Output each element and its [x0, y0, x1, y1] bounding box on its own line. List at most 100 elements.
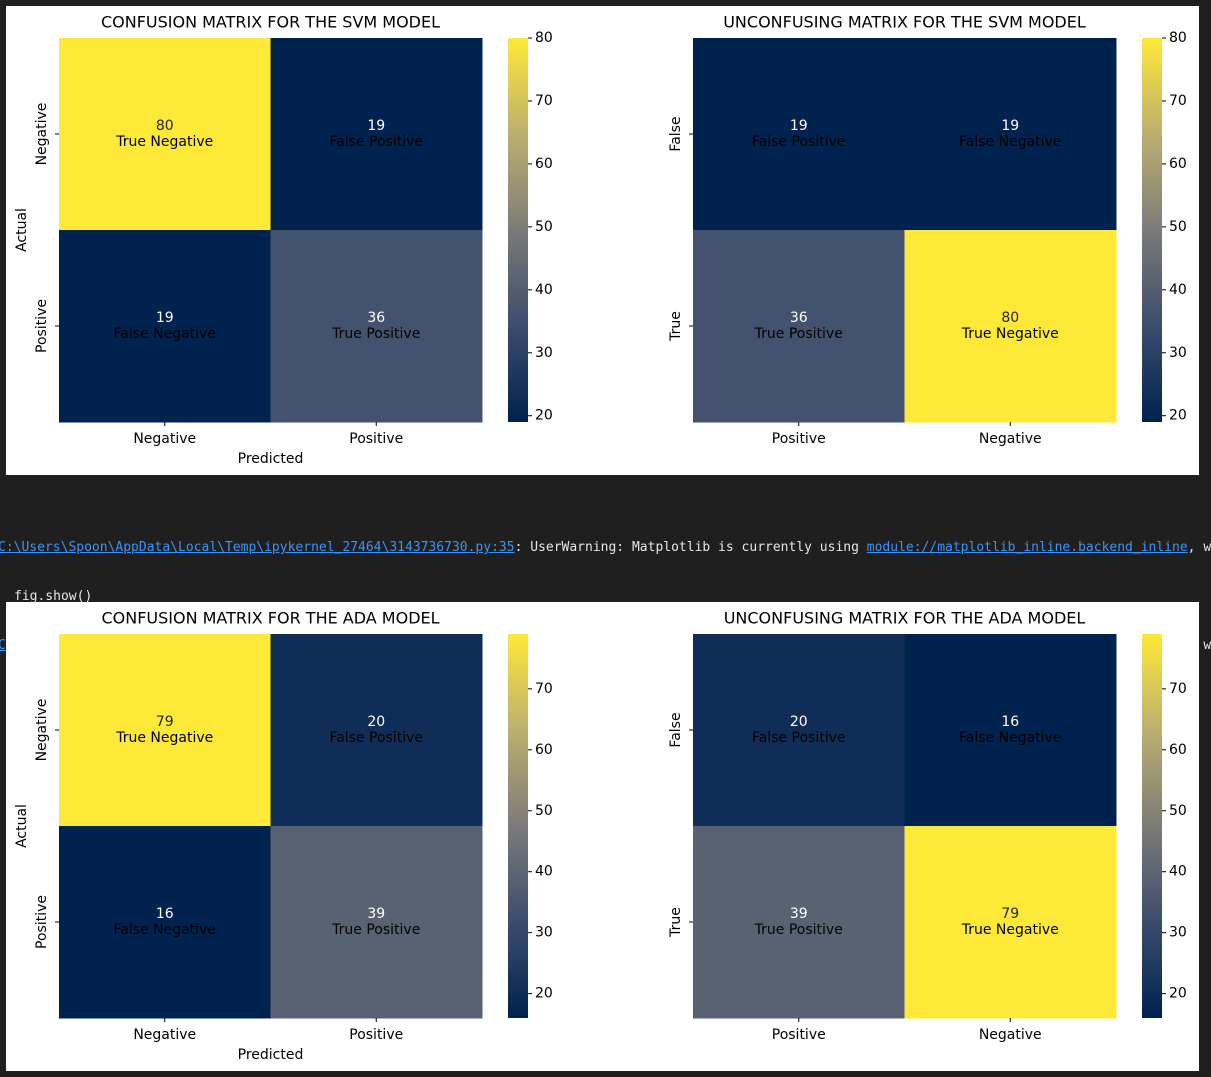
colorbar-tick-label: 30	[535, 925, 553, 941]
heatmap-cell	[270, 38, 483, 231]
cell-value: 79	[1001, 906, 1019, 922]
cell-annotation: True Positive	[331, 326, 420, 342]
cell-annotation: True Positive	[754, 922, 843, 938]
heatmap-cell	[693, 230, 905, 423]
heatmap-cell	[59, 634, 271, 827]
colorbar-tick-label: 50	[1169, 803, 1187, 819]
cell-annotation: True Negative	[961, 922, 1059, 938]
heatmap-cell	[59, 230, 271, 423]
chart-title: UNCONFUSING MATRIX FOR THE SVM MODEL	[723, 13, 1086, 32]
y-tick-label: True	[668, 907, 684, 938]
heatmap-cell	[693, 634, 905, 827]
y-tick-label: Negative	[34, 103, 50, 166]
cell-annotation: False Positive	[329, 134, 423, 150]
x-axis-label: Predicted	[238, 1047, 304, 1063]
colorbar-tick-label: 70	[535, 93, 553, 109]
colorbar-tick-label: 30	[1169, 925, 1187, 941]
colorbar-tick-label: 60	[535, 156, 553, 172]
x-tick-label: Negative	[979, 1027, 1042, 1043]
y-tick-label: Positive	[34, 895, 50, 949]
colorbar	[508, 634, 528, 1018]
x-tick-label: Negative	[133, 1027, 196, 1043]
y-tick-label: Negative	[34, 699, 50, 762]
cell-value: 16	[1001, 714, 1019, 730]
warning-text: : UserWarning: Matplotlib is currently u…	[514, 540, 867, 555]
colorbar-tick-label: 50	[1169, 219, 1187, 235]
cell-annotation: True Positive	[754, 326, 843, 342]
x-tick-label: Positive	[772, 1027, 826, 1043]
cell-value: 20	[790, 714, 808, 730]
colorbar-tick-label: 40	[535, 282, 553, 298]
colorbar-tick-label: 70	[535, 681, 553, 697]
warning-line: C:\Users\Spoon\AppData\Local\Temp\ipyker…	[0, 538, 1211, 557]
colorbar-tick-label: 70	[1169, 681, 1187, 697]
chart-title: CONFUSION MATRIX FOR THE SVM MODEL	[101, 13, 440, 32]
cell-annotation: True Negative	[961, 326, 1059, 342]
y-tick-label: Positive	[34, 299, 50, 353]
cell-value: 80	[1001, 310, 1019, 326]
colorbar-tick-label: 20	[1169, 408, 1187, 424]
cell-annotation: False Negative	[959, 134, 1061, 150]
x-tick-label: Positive	[772, 431, 826, 447]
chart-title: UNCONFUSING MATRIX FOR THE ADA MODEL	[724, 609, 1086, 628]
cell-annotation: True Negative	[115, 730, 213, 746]
chart-title: CONFUSION MATRIX FOR THE ADA MODEL	[101, 609, 439, 628]
y-axis-label: Actual	[14, 208, 30, 252]
x-tick-label: Negative	[133, 431, 196, 447]
y-tick-label: True	[668, 311, 684, 342]
y-axis-label: Actual	[14, 804, 30, 848]
heatmap-cell	[59, 826, 271, 1019]
cell-value: 36	[790, 310, 808, 326]
heatmap-cell	[693, 826, 905, 1019]
colorbar	[1142, 38, 1162, 422]
colorbar	[1142, 634, 1162, 1018]
heatmap-cell	[270, 634, 483, 827]
heatmap-cell	[270, 230, 483, 423]
heatmap-cell	[904, 230, 1117, 423]
colorbar-tick-label: 60	[1169, 156, 1187, 172]
cell-annotation: False Positive	[752, 134, 846, 150]
heatmap-cell	[904, 634, 1117, 827]
backend-link[interactable]: module://matplotlib_inline.backend_inlin…	[866, 540, 1188, 555]
colorbar-tick-label: 70	[1169, 93, 1187, 109]
colorbar-tick-label: 20	[535, 986, 553, 1002]
cell-annotation: True Positive	[331, 922, 420, 938]
colorbar-tick-label: 40	[1169, 864, 1187, 880]
cell-value: 79	[156, 714, 174, 730]
x-axis-label: Predicted	[238, 451, 304, 467]
colorbar-tick-label: 50	[535, 803, 553, 819]
colorbar-tick-label: 60	[1169, 742, 1187, 758]
x-tick-label: Positive	[349, 431, 403, 447]
cell-value: 39	[367, 906, 385, 922]
warning-text: , whic	[1187, 540, 1211, 555]
x-tick-label: Negative	[979, 431, 1042, 447]
cell-annotation: True Negative	[115, 134, 213, 150]
heatmap-cell	[693, 38, 905, 231]
heatmap-cell	[904, 826, 1117, 1019]
cell-value: 19	[790, 118, 808, 134]
colorbar-tick-label: 60	[535, 742, 553, 758]
heatmap-cell	[904, 38, 1117, 231]
colorbar-tick-label: 20	[1169, 986, 1187, 1002]
figure: CONFUSION MATRIX FOR THE SVM MODEL80True…	[6, 6, 1199, 475]
heatmap-cell	[270, 826, 483, 1019]
cell-value: 36	[367, 310, 385, 326]
x-tick-label: Positive	[349, 1027, 403, 1043]
cell-value: 20	[367, 714, 385, 730]
colorbar-tick-label: 50	[535, 219, 553, 235]
cell-annotation: False Negative	[114, 326, 216, 342]
colorbar-tick-label: 40	[1169, 282, 1187, 298]
code-line: fig.show()	[14, 589, 93, 604]
heatmap-cell	[59, 38, 271, 231]
cell-annotation: False Negative	[114, 922, 216, 938]
colorbar-tick-label: 30	[535, 345, 553, 361]
figure: CONFUSION MATRIX FOR THE ADA MODEL79True…	[6, 602, 1199, 1071]
file-link[interactable]: C:\Users\Spoon\AppData\Local\Temp\ipyker…	[0, 540, 515, 555]
cell-value: 80	[156, 118, 174, 134]
cell-value: 39	[790, 906, 808, 922]
colorbar-tick-label: 80	[535, 30, 553, 46]
cell-value: 19	[156, 310, 174, 326]
colorbar	[508, 38, 528, 422]
